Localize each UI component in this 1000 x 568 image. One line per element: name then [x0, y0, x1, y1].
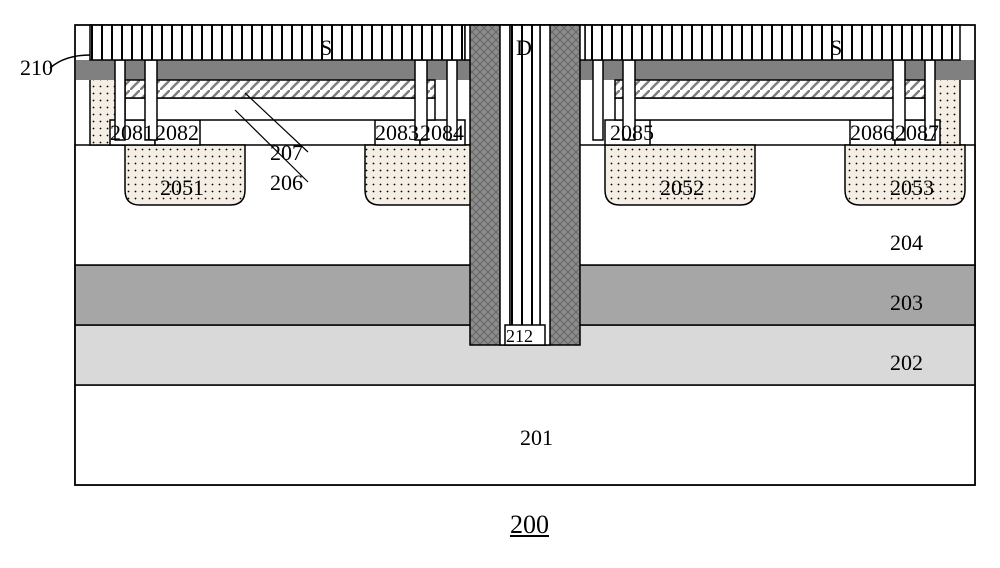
cross-section-diagram: [20, 20, 1000, 520]
terminal-D: D: [516, 35, 532, 61]
label-2082: 2082: [155, 120, 199, 146]
label-2087: 2087: [895, 120, 939, 146]
figure-number: 200: [510, 510, 549, 540]
label-207: 207: [270, 140, 303, 166]
label-2053: 2053: [890, 175, 934, 201]
label-203: 203: [890, 290, 923, 316]
label-2083: 2083: [375, 120, 419, 146]
label-201: 201: [520, 425, 553, 451]
label-212: 212: [506, 326, 533, 347]
label-2085: 2085: [610, 120, 654, 146]
label-2052: 2052: [660, 175, 704, 201]
label-2084: 2084: [420, 120, 464, 146]
label-202: 202: [890, 350, 923, 376]
label-2081: 2081: [110, 120, 154, 146]
terminal-S-right: S: [830, 35, 842, 61]
label-210: 210: [20, 55, 53, 81]
label-204: 204: [890, 230, 923, 256]
label-2086: 2086: [850, 120, 894, 146]
terminal-S-left: S: [320, 35, 332, 61]
label-2051: 2051: [160, 175, 204, 201]
label-206: 206: [270, 170, 303, 196]
diagram-container: 210 S D S 2081 2082 2083 2084 2085 2086 …: [20, 20, 1000, 548]
